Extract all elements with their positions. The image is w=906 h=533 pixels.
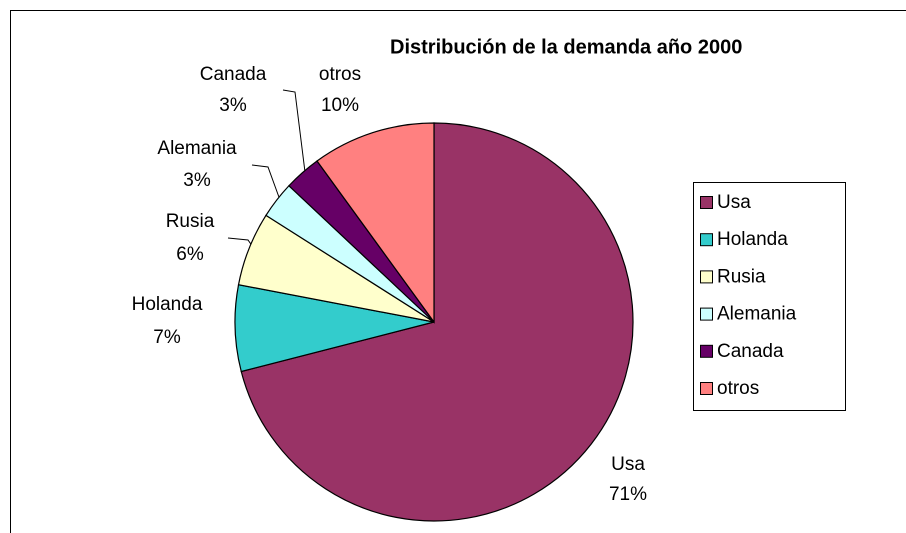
leader-line bbox=[251, 164, 281, 201]
legend-swatch bbox=[700, 270, 713, 284]
data-label-name: Canada bbox=[200, 64, 267, 85]
data-label-value: 10% bbox=[321, 95, 359, 116]
data-label-value: 3% bbox=[183, 170, 211, 191]
legend-label: Alemania bbox=[717, 304, 797, 325]
data-label-name: otros bbox=[319, 64, 361, 85]
data-label-value: 3% bbox=[219, 95, 247, 116]
data-label-name: Holanda bbox=[132, 294, 203, 315]
legend-swatch bbox=[700, 196, 713, 209]
data-label-name: Alemania bbox=[157, 138, 237, 159]
legend-box bbox=[693, 182, 846, 411]
legend-label: Holanda bbox=[717, 229, 788, 250]
legend-label: Usa bbox=[717, 192, 751, 213]
pie-slice bbox=[240, 122, 634, 522]
data-label-value: 7% bbox=[153, 327, 181, 348]
pie-slice bbox=[316, 122, 435, 324]
legend-label: Canada bbox=[717, 341, 784, 362]
data-label-name: Usa bbox=[611, 454, 645, 475]
data-label-name: Rusia bbox=[166, 211, 215, 232]
legend-swatch bbox=[700, 307, 713, 321]
legend-label: otros bbox=[717, 378, 759, 399]
legend-label: Rusia bbox=[717, 266, 766, 287]
legend-swatch bbox=[700, 344, 713, 358]
legend-swatch bbox=[700, 233, 713, 247]
leader-line bbox=[282, 89, 306, 173]
chart-title: Distribución de la demanda año 2000 bbox=[390, 36, 742, 58]
data-label-value: 71% bbox=[609, 484, 647, 505]
data-label-value: 6% bbox=[176, 244, 204, 265]
legend-swatch bbox=[700, 382, 713, 395]
